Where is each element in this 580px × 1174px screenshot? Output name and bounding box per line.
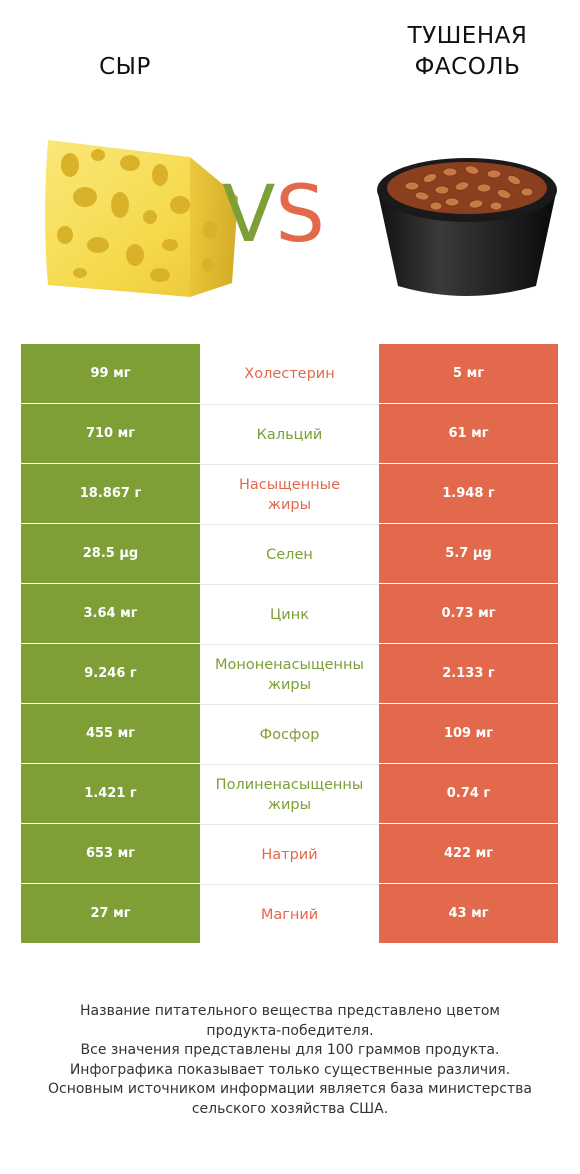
table-row: 455 мг Фосфор 109 мг [21,704,558,764]
left-food-title: СЫР [99,54,151,80]
right-value: 43 мг [379,884,558,943]
left-value: 455 мг [21,704,200,763]
right-food-title: ТУШЕНАЯ ФАСОЛЬ [365,21,570,83]
footer-line: Основным источником информации является … [48,1081,532,1097]
nutrient-label: Цинк [270,606,309,623]
left-value: 28.5 µg [21,524,200,583]
footer-line: Название питательного вещества представл… [80,1003,500,1019]
table-row: 653 мг Натрий 422 мг [21,824,558,884]
cheese-image [45,140,238,297]
right-food-title-text: ТУШЕНАЯ ФАСОЛЬ [407,23,528,80]
nutrient-label: Холестерин [244,365,335,382]
beans-image [377,158,557,296]
nutrient-label-cell: Насыщенные жиры [200,464,379,524]
footer-note: Название питательного вещества представл… [20,1002,560,1119]
footer-line: продукта-победителя. [206,1022,374,1039]
nutrient-label-cell: Кальций [200,404,379,464]
table-row: 9.246 г Мононенасыщенны жиры 2.133 г [21,644,558,704]
left-value: 3.64 мг [21,584,200,643]
nutrient-label-cell: Холестерин [200,344,379,403]
table-row: 1.421 г Полиненасыщенны жиры 0.74 г [21,764,558,824]
nutrient-label-cell: Натрий [200,824,379,884]
vs-label: VS [222,165,325,265]
nutrient-label-cell: Цинк [200,584,379,644]
nutrient-label-cell: Магний [200,884,379,944]
right-value: 0.73 мг [379,584,558,643]
table-row: 18.867 г Насыщенные жиры 1.948 г [21,464,558,524]
left-value: 710 мг [21,404,200,463]
table-row: 710 мг Кальций 61 мг [21,404,558,464]
right-value: 109 мг [379,704,558,763]
nutrient-label: Насыщенные жиры [238,476,341,513]
right-value: 61 мг [379,404,558,463]
nutrient-label-cell: Фосфор [200,704,379,764]
left-value: 27 мг [21,884,200,943]
table-row: 99 мг Холестерин 5 мг [21,344,558,404]
left-value: 653 мг [21,824,200,883]
nutrient-label-cell: Полиненасыщенны жиры [200,764,379,824]
nutrient-label: Мононенасыщенны жиры [215,656,364,693]
nutrient-label: Натрий [261,846,318,863]
nutrient-label-cell: Мононенасыщенны жиры [200,644,379,704]
right-value: 5.7 µg [379,524,558,583]
footer-line: Все значения представлены для 100 граммо… [80,1042,500,1058]
right-value: 422 мг [379,824,558,883]
table-row: 28.5 µg Селен 5.7 µg [21,524,558,584]
right-value: 2.133 г [379,644,558,703]
footer-line: сельского хозяйства США. [191,1100,389,1117]
right-value: 1.948 г [379,464,558,523]
vs-v: V [222,170,276,260]
table-row: 3.64 мг Цинк 0.73 мг [21,584,558,644]
nutrient-label: Фосфор [259,726,320,743]
table-row: 27 мг Магний 43 мг [21,884,558,944]
left-value: 18.867 г [21,464,200,523]
nutrient-label: Магний [260,906,319,923]
nutrient-label: Полиненасыщенны жиры [215,776,364,813]
vs-s: S [275,170,325,260]
footer-line: Инфографика показывает только существенн… [69,1061,511,1078]
right-value: 5 мг [379,344,558,403]
nutrient-label: Селен [266,546,313,563]
left-value: 9.246 г [21,644,200,703]
left-value: 99 мг [21,344,200,403]
right-value: 0.74 г [379,764,558,823]
comparison-table: 99 мг Холестерин 5 мг 710 мг Кальций 61 мг 18.… [21,344,558,944]
left-value: 1.421 г [21,764,200,823]
nutrient-label-cell: Селен [200,524,379,584]
nutrient-label: Кальций [256,426,323,443]
